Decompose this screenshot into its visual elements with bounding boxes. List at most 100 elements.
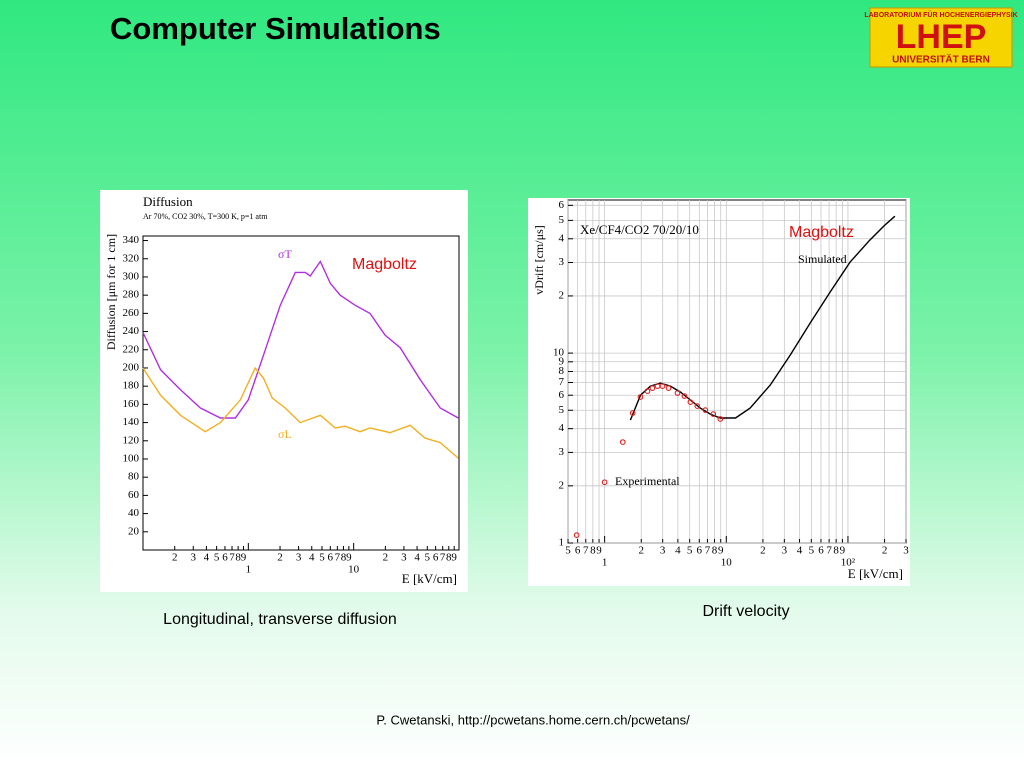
annotation: Magboltz xyxy=(352,256,417,273)
x-tick-label: 5 xyxy=(565,545,571,557)
chart-panel xyxy=(528,198,910,586)
x-tick-label: 4 xyxy=(675,545,681,557)
data-point xyxy=(649,385,656,391)
x-tick-label: 1 xyxy=(246,564,252,576)
x-tick-label: 2 xyxy=(638,545,644,557)
x-tick-label: 3 xyxy=(296,552,302,564)
logo-bottom: UNIVERSITÄT BERN xyxy=(892,53,990,66)
data-point xyxy=(681,393,688,399)
y-axis-title: Diffusion [μm for 1 cm] xyxy=(104,234,118,350)
x-tick-label: 9 xyxy=(840,545,846,557)
y-tick-label: 60 xyxy=(128,489,140,501)
y-tick-label: 320 xyxy=(123,252,140,264)
footer: P. Cwetanski, http://pcwetans.home.cern.… xyxy=(376,712,690,727)
chart-subtitle: Ar 70%, CO2 30%, T=300 K, p=1 atm xyxy=(143,212,268,221)
y-tick-label: 120 xyxy=(123,434,140,446)
x-tick-label: 5 xyxy=(319,552,325,564)
data-point xyxy=(717,416,724,422)
data-point xyxy=(629,410,636,416)
x-tick-label: 10 xyxy=(721,557,733,569)
x-tick-label: 7 xyxy=(335,552,341,564)
x-tick-label: 2 xyxy=(172,552,178,564)
y-tick-label: 100 xyxy=(123,453,140,465)
annotation: Magboltz xyxy=(789,224,854,241)
series-label: σL xyxy=(278,427,292,441)
x-tick-label: 2 xyxy=(760,545,766,557)
caption: Longitudinal, transverse diffusion xyxy=(163,611,397,628)
series-label: σT xyxy=(278,247,292,261)
y-tick-label: 300 xyxy=(123,270,140,282)
chart-title: Diffusion xyxy=(143,194,193,209)
y-tick-label: 4 xyxy=(559,232,565,244)
y-tick-label: 220 xyxy=(123,343,140,355)
x-axis-title: E [kV/cm] xyxy=(848,566,903,581)
x-tick-label: 2 xyxy=(383,552,389,564)
x-tick-label: 6 xyxy=(328,552,334,564)
x-tick-label: 10² xyxy=(841,557,856,569)
data-point xyxy=(687,399,694,405)
data-point xyxy=(619,439,626,445)
x-tick-label: 5 xyxy=(214,552,220,564)
series-label: Experimental xyxy=(615,474,680,488)
y-tick-label: 240 xyxy=(123,325,140,337)
data-point xyxy=(710,411,717,417)
y-tick-label: 2 xyxy=(559,479,565,491)
x-tick-label: 8 xyxy=(235,552,241,564)
y-tick-label: 80 xyxy=(128,471,140,483)
x-tick-label: 3 xyxy=(903,545,909,557)
series-line xyxy=(142,366,459,459)
y-tick-label: 260 xyxy=(123,307,140,319)
y-tick-label: 180 xyxy=(123,380,140,392)
y-tick-label: 5 xyxy=(559,214,565,226)
y-tick-label: 6 xyxy=(559,199,565,211)
x-tick-label: 4 xyxy=(414,552,420,564)
x-tick-label: 8 xyxy=(590,545,596,557)
y-tick-label: 340 xyxy=(123,234,140,246)
x-tick-label: 3 xyxy=(782,545,788,557)
x-tick-label: 9 xyxy=(346,552,352,564)
x-tick-label: 8 xyxy=(833,545,839,557)
caption: Drift velocity xyxy=(702,603,789,620)
x-tick-label: 10 xyxy=(348,564,360,576)
x-tick-label: 3 xyxy=(191,552,197,564)
y-tick-label: 20 xyxy=(128,525,140,537)
y-tick-label: 10 xyxy=(553,347,565,359)
chart-title: Xe/CF4/CO2 70/20/10 xyxy=(580,222,699,237)
x-tick-label: 7 xyxy=(705,545,711,557)
data-point xyxy=(694,403,701,409)
chart-panel xyxy=(100,190,468,592)
series-line xyxy=(142,260,459,419)
x-tick-label: 9 xyxy=(718,545,724,557)
x-tick-label: 7 xyxy=(440,552,446,564)
logo-main: LHEP xyxy=(896,18,987,56)
data-point xyxy=(573,532,580,538)
y-tick-label: 4 xyxy=(559,422,565,434)
y-tick-label: 9 xyxy=(559,355,565,367)
x-tick-label: 8 xyxy=(712,545,718,557)
data-point xyxy=(674,390,681,396)
series-label: Simulated xyxy=(798,252,847,266)
x-tick-label: 7 xyxy=(583,545,589,557)
x-tick-label: 2 xyxy=(882,545,888,557)
x-tick-label: 4 xyxy=(204,552,210,564)
x-tick-label: 4 xyxy=(309,552,315,564)
x-tick-label: 9 xyxy=(596,545,602,557)
x-tick-label: 2 xyxy=(277,552,283,564)
data-point xyxy=(659,383,666,389)
x-tick-label: 5 xyxy=(809,545,815,557)
x-tick-label: 3 xyxy=(401,552,407,564)
x-tick-label: 5 xyxy=(425,552,431,564)
x-tick-label: 6 xyxy=(433,552,439,564)
x-tick-label: 9 xyxy=(241,552,247,564)
y-tick-label: 200 xyxy=(123,362,140,374)
x-tick-label: 8 xyxy=(446,552,452,564)
logo-box xyxy=(869,7,1013,68)
logo-top: LABORATORIUM FÜR HOCHENERGIEPHYSIK xyxy=(864,10,1017,19)
x-tick-label: 9 xyxy=(451,552,457,564)
y-tick-label: 140 xyxy=(123,416,140,428)
data-point xyxy=(601,479,608,486)
plot-frame xyxy=(142,235,460,551)
y-tick-label: 5 xyxy=(559,404,565,416)
y-axis-title: vDrift [cm/μs] xyxy=(532,225,546,294)
